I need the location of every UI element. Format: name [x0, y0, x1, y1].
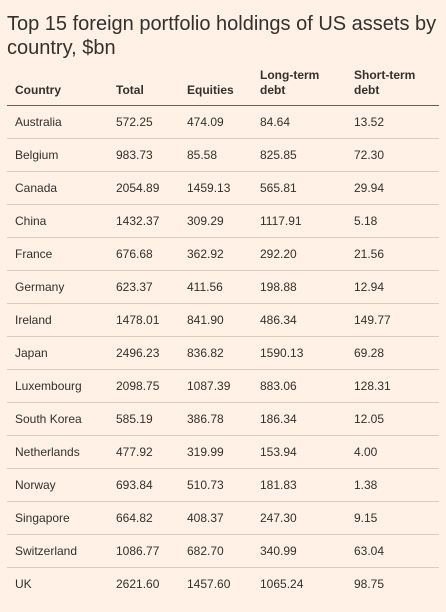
table-row: Japan 2496.23 836.82 1590.13 69.28 [7, 336, 439, 370]
short-term-debt-cell: 21.56 [346, 237, 439, 271]
table-row: Netherlands 477.92 319.99 153.94 4.00 [7, 435, 439, 469]
equities-cell: 319.99 [179, 435, 252, 469]
total-cell: 2098.75 [108, 369, 179, 403]
long-term-debt-cell: 825.85 [252, 138, 346, 172]
holdings-table: Country Total Equities Long-term debt Sh… [7, 68, 439, 601]
total-cell: 676.68 [108, 237, 179, 271]
short-term-debt-cell: 29.94 [346, 171, 439, 205]
short-term-debt-cell: 12.05 [346, 402, 439, 436]
long-term-debt-cell: 565.81 [252, 171, 346, 205]
country-cell: South Korea [7, 402, 108, 436]
total-cell: 585.19 [108, 402, 179, 436]
equities-cell: 1459.13 [179, 171, 252, 205]
long-term-debt-cell: 1590.13 [252, 336, 346, 370]
long-term-debt-cell: 883.06 [252, 369, 346, 403]
total-cell: 664.82 [108, 501, 179, 535]
equities-cell: 836.82 [179, 336, 252, 370]
long-term-debt-cell: 198.88 [252, 270, 346, 304]
header-equities: Equities [179, 68, 252, 106]
short-term-debt-cell: 5.18 [346, 204, 439, 238]
header-short-term-debt: Short-term debt [346, 68, 439, 106]
equities-cell: 85.58 [179, 138, 252, 172]
country-cell: Ireland [7, 303, 108, 337]
equities-cell: 386.78 [179, 402, 252, 436]
country-cell: Belgium [7, 138, 108, 172]
equities-cell: 682.70 [179, 534, 252, 568]
country-cell: China [7, 204, 108, 238]
short-term-debt-cell: 98.75 [354, 577, 385, 592]
short-term-debt-cell: 69.28 [346, 336, 439, 370]
equities-cell: 1457.60 [187, 577, 231, 592]
table-row: France 676.68 362.92 292.20 21.56 [7, 237, 439, 271]
long-term-debt-cell: 247.30 [252, 501, 346, 535]
total-cell: 1086.77 [108, 534, 179, 568]
table-row: Australia 572.25 474.09 84.64 13.52 [7, 105, 439, 139]
long-term-debt-cell: 340.99 [252, 534, 346, 568]
table-row: Switzerland 1086.77 682.70 340.99 63.04 [7, 534, 439, 568]
country-cell: UK [15, 577, 32, 592]
long-term-debt-cell: 486.34 [252, 303, 346, 337]
table-row: Singapore 664.82 408.37 247.30 9.15 [7, 501, 439, 535]
short-term-debt-cell: 13.52 [346, 105, 439, 139]
long-term-debt-cell: 292.20 [252, 237, 346, 271]
country-cell: Netherlands [7, 435, 108, 469]
header-country: Country [7, 68, 108, 106]
short-term-debt-cell: 63.04 [346, 534, 439, 568]
total-cell: 693.84 [108, 468, 179, 502]
equities-cell: 841.90 [179, 303, 252, 337]
country-cell: Germany [7, 270, 108, 304]
equities-cell: 309.29 [179, 204, 252, 238]
country-cell: Luxembourg [7, 369, 108, 403]
equities-cell: 408.37 [179, 501, 252, 535]
equities-cell: 1087.39 [179, 369, 252, 403]
short-term-debt-cell: 72.30 [346, 138, 439, 172]
total-cell: 983.73 [108, 138, 179, 172]
table-row: Ireland 1478.01 841.90 486.34 149.77 [7, 303, 439, 337]
total-cell: 623.37 [108, 270, 179, 304]
table-row: Canada 2054.89 1459.13 565.81 29.94 [7, 171, 439, 205]
table-row: Luxembourg 2098.75 1087.39 883.06 128.31 [7, 369, 439, 403]
long-term-debt-cell: 84.64 [252, 105, 346, 139]
table-row: China 1432.37 309.29 1117.91 5.18 [7, 204, 439, 238]
equities-cell: 362.92 [179, 237, 252, 271]
table-row: Germany 623.37 411.56 198.88 12.94 [7, 270, 439, 304]
total-cell: 1478.01 [108, 303, 179, 337]
table-row: Belgium 983.73 85.58 825.85 72.30 [7, 138, 439, 172]
total-cell: 2496.23 [108, 336, 179, 370]
page-title: Top 15 foreign portfolio holdings of US … [7, 13, 437, 59]
table-row: South Korea 585.19 386.78 186.34 12.05 [7, 402, 439, 436]
short-term-debt-cell: 128.31 [346, 369, 439, 403]
long-term-debt-cell: 181.83 [252, 468, 346, 502]
table-header-row: Country Total Equities Long-term debt Sh… [7, 68, 439, 106]
total-cell: 1432.37 [108, 204, 179, 238]
total-cell: 2621.60 [116, 577, 160, 592]
equities-cell: 411.56 [179, 270, 252, 304]
country-cell: Switzerland [7, 534, 108, 568]
short-term-debt-cell: 149.77 [346, 303, 439, 337]
short-term-debt-cell: 1.38 [346, 468, 439, 502]
country-cell: Canada [7, 171, 108, 205]
short-term-debt-cell: 4.00 [346, 435, 439, 469]
short-term-debt-cell: 12.94 [346, 270, 439, 304]
long-term-debt-cell: 1117.91 [252, 204, 346, 238]
country-cell: Norway [7, 468, 108, 502]
table-body: Australia 572.25 474.09 84.64 13.52 Belgium 98… [7, 105, 439, 601]
country-cell: Australia [7, 105, 108, 139]
header-long-term-debt: Long-term debt [252, 68, 346, 106]
equities-cell: 510.73 [179, 468, 252, 502]
equities-cell: 474.09 [179, 105, 252, 139]
table-row: Norway 693.84 510.73 181.83 1.38 [7, 468, 439, 502]
total-cell: 2054.89 [108, 171, 179, 205]
country-cell: France [7, 237, 108, 271]
short-term-debt-cell: 9.15 [346, 501, 439, 535]
table-row: UK 2621.60 1457.60 1065.24 98.75 [7, 568, 439, 601]
total-cell: 477.92 [108, 435, 179, 469]
long-term-debt-cell: 153.94 [252, 435, 346, 469]
country-cell: Singapore [7, 501, 108, 535]
long-term-debt-cell: 186.34 [252, 402, 346, 436]
header-total: Total [108, 68, 179, 106]
country-cell: Japan [7, 336, 108, 370]
long-term-debt-cell: 1065.24 [260, 577, 304, 592]
total-cell: 572.25 [108, 105, 179, 139]
